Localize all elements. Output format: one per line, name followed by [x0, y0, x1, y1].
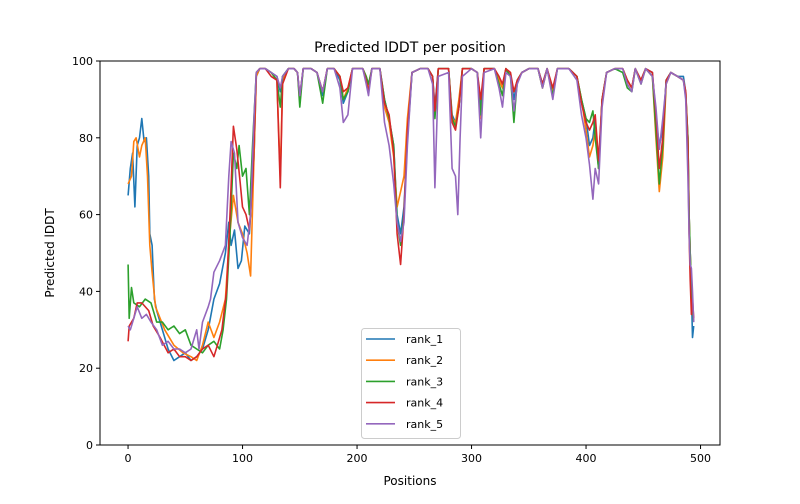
y-axis-label: Predicted lDDT	[43, 208, 57, 298]
legend-label: rank_5	[406, 418, 443, 431]
x-tick-label: 400	[576, 452, 597, 465]
chart-title: Predicted lDDT per position	[314, 40, 506, 56]
x-tick-label: 200	[347, 452, 368, 465]
x-axis-label: Positions	[384, 474, 437, 488]
legend-label: rank_2	[406, 354, 443, 367]
legend-label: rank_1	[406, 333, 443, 346]
x-tick-label: 100	[232, 452, 253, 465]
legend-label: rank_4	[406, 397, 443, 410]
legend: rank_1 rank_2 rank_3 rank_4 rank_5	[361, 328, 461, 439]
y-tick-label: 80	[79, 132, 93, 145]
x-tick-label: 300	[461, 452, 482, 465]
legend-label: rank_3	[406, 375, 443, 388]
plot-frame	[99, 60, 721, 446]
series-line-rank_5	[127, 67, 695, 354]
x-tick-label: 500	[690, 452, 711, 465]
x-tick-label: 0	[125, 452, 132, 465]
y-tick-label: 20	[79, 362, 93, 375]
legend-box	[361, 328, 461, 439]
y-tick-label: 60	[79, 209, 93, 222]
y-tick-label: 100	[72, 55, 93, 68]
y-tick-label: 40	[79, 285, 93, 298]
y-tick-label: 0	[86, 439, 93, 452]
